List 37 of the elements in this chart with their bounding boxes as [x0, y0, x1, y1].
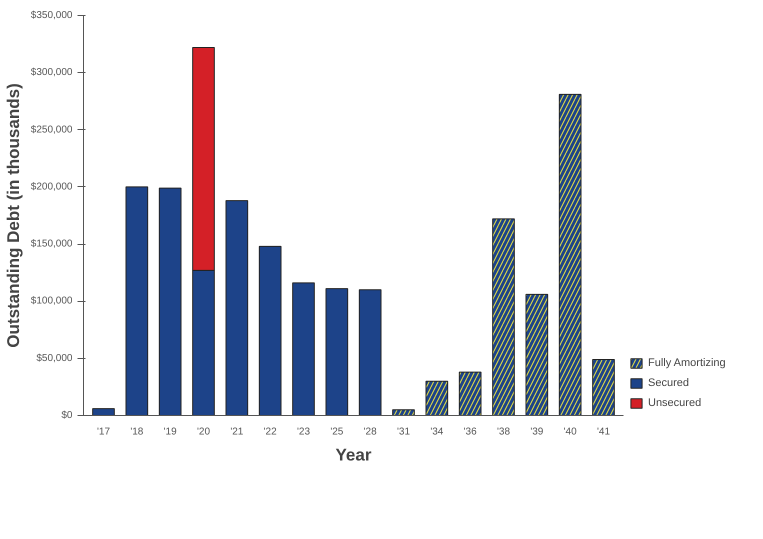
- bar: [226, 200, 248, 416]
- bar: [92, 408, 115, 416]
- x-tick-label: '17: [96, 426, 110, 438]
- x-tick-label: '36: [464, 426, 478, 438]
- y-tick-label: $350,000: [30, 10, 73, 21]
- x-tick-label: '39: [530, 426, 544, 438]
- x-axis-title: Year: [336, 446, 372, 464]
- x-tick-label: '19: [164, 426, 178, 438]
- legend-label: Unsecured: [648, 397, 702, 409]
- y-tick-label: $50,000: [36, 352, 73, 364]
- y-axis-title: Outstanding Debt (in thousands): [4, 83, 23, 348]
- x-tick-label: '31: [396, 426, 410, 438]
- x-tick-label: '34: [430, 426, 444, 438]
- bar: [326, 288, 348, 416]
- y-tick-label: $300,000: [30, 67, 73, 78]
- bar: [358, 289, 382, 416]
- legend-label: Secured: [648, 377, 689, 389]
- x-tick-label: '21: [230, 426, 244, 438]
- x-tick-label: '28: [364, 426, 378, 438]
- x-tick-label: '22: [264, 426, 278, 438]
- bar: [158, 188, 182, 416]
- x-tick-label: '25: [330, 426, 344, 438]
- x-tick-label: '23: [296, 426, 310, 438]
- legend-label: Fully Amortizing: [648, 357, 726, 369]
- y-tick-label: $150,000: [30, 238, 73, 250]
- y-tick-label: $200,000: [30, 181, 73, 192]
- x-tick-label: '38: [496, 426, 510, 438]
- bar: [258, 246, 282, 416]
- y-tick-label: $250,000: [30, 124, 73, 136]
- x-tick-label: '40: [564, 426, 578, 438]
- x-tick-label: '41: [596, 426, 610, 438]
- bar: [292, 282, 315, 416]
- y-tick-label: $100,000: [30, 296, 73, 307]
- x-tick-label: '20: [196, 426, 210, 438]
- x-tick-label: '18: [130, 426, 144, 438]
- y-tick-label: $0: [61, 410, 73, 421]
- bar: [126, 186, 148, 416]
